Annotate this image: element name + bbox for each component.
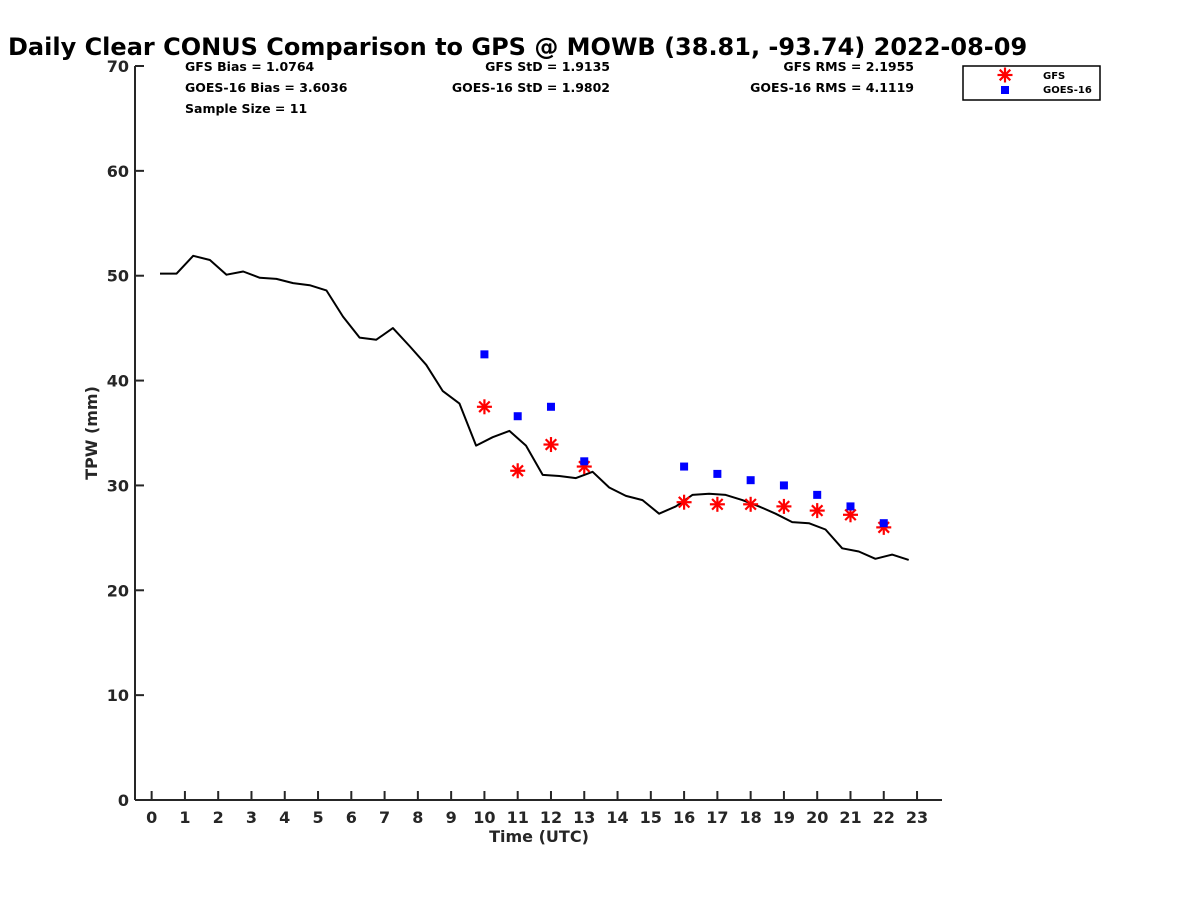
x-tick-label: 12 (540, 808, 562, 827)
goes-std-stat: GOES-16 StD = 1.9802 (452, 80, 610, 95)
y-tick-label: 50 (107, 267, 129, 286)
goes-rms-stat: GOES-16 RMS = 4.1119 (750, 80, 914, 95)
goes16-point (846, 502, 855, 511)
x-tick-label: 3 (246, 808, 257, 827)
legend-goes-square (1001, 86, 1009, 94)
x-tick-label: 8 (412, 808, 423, 827)
y-tick-label: 70 (107, 57, 129, 76)
x-tick-label: 1 (179, 808, 190, 827)
x-tick-label: 7 (379, 808, 390, 827)
legend: GFS GOES-16 (962, 65, 1101, 101)
y-tick-label: 40 (107, 372, 129, 391)
gfs-point (809, 503, 825, 519)
y-tick-label: 60 (107, 162, 129, 181)
x-tick-label: 2 (213, 808, 224, 827)
gfs-point (709, 496, 725, 512)
plot-area (160, 254, 910, 561)
x-tick-label: 17 (706, 808, 728, 827)
goes16-point (746, 476, 755, 485)
goes16-point (713, 469, 722, 478)
x-tick-label: 4 (279, 808, 290, 827)
gfs-rms-stat: GFS RMS = 2.1955 (783, 59, 914, 74)
goes16-point (580, 457, 589, 466)
goes16-point (680, 462, 689, 471)
x-tick-label: 18 (740, 808, 762, 827)
legend-goes-label: GOES-16 (1043, 85, 1092, 96)
y-tick-label: 10 (107, 686, 129, 705)
x-tick-label: 19 (773, 808, 795, 827)
gfs-point (676, 494, 692, 510)
x-tick-label: 0 (146, 808, 157, 827)
gfs-point (743, 496, 759, 512)
x-tick-label: 23 (906, 808, 928, 827)
x-tick-label: 13 (573, 808, 595, 827)
sample-size-stat: Sample Size = 11 (185, 101, 307, 116)
legend-gfs-asterisk (997, 67, 1013, 83)
gfs-std-stat: GFS StD = 1.9135 (485, 59, 610, 74)
goes16-point (879, 519, 888, 528)
legend-goes-marker (1001, 86, 1009, 94)
goes16-point (513, 412, 522, 421)
y-tick-label: 30 (107, 476, 129, 495)
x-tick-label: 9 (446, 808, 457, 827)
x-tick-label: 15 (640, 808, 662, 827)
goes16-point (546, 402, 555, 411)
y-tick-label: 0 (118, 791, 129, 810)
goes16-point (779, 481, 788, 490)
goes16-point (813, 490, 822, 499)
y-tick-label: 20 (107, 581, 129, 600)
gfs-point (476, 399, 492, 415)
x-tick-label: 10 (473, 808, 495, 827)
goes-bias-stat: GOES-16 Bias = 3.6036 (185, 80, 348, 95)
gps-tpw-line (160, 254, 910, 561)
legend-gfs-label: GFS (1043, 71, 1065, 82)
gfs-point (776, 498, 792, 514)
x-tick-label: 22 (873, 808, 895, 827)
gfs-bias-stat: GFS Bias = 1.0764 (185, 59, 315, 74)
legend-box (962, 65, 1101, 101)
goes16-point (480, 350, 489, 359)
x-tick-label: 16 (673, 808, 695, 827)
x-tick-label: 21 (839, 808, 861, 827)
x-tick-label: 20 (806, 808, 828, 827)
gfs-point (543, 437, 559, 453)
x-tick-label: 14 (606, 808, 628, 827)
legend-gfs-marker (997, 67, 1013, 83)
x-axis-label: Time (UTC) (489, 827, 589, 846)
gfs-point (510, 463, 526, 479)
x-tick-label: 5 (312, 808, 323, 827)
y-axis-label: TPW (mm) (82, 386, 101, 480)
chart-title: Daily Clear CONUS Comparison to GPS @ MO… (8, 33, 1027, 61)
x-tick-label: 11 (507, 808, 529, 827)
x-tick-label: 6 (346, 808, 357, 827)
